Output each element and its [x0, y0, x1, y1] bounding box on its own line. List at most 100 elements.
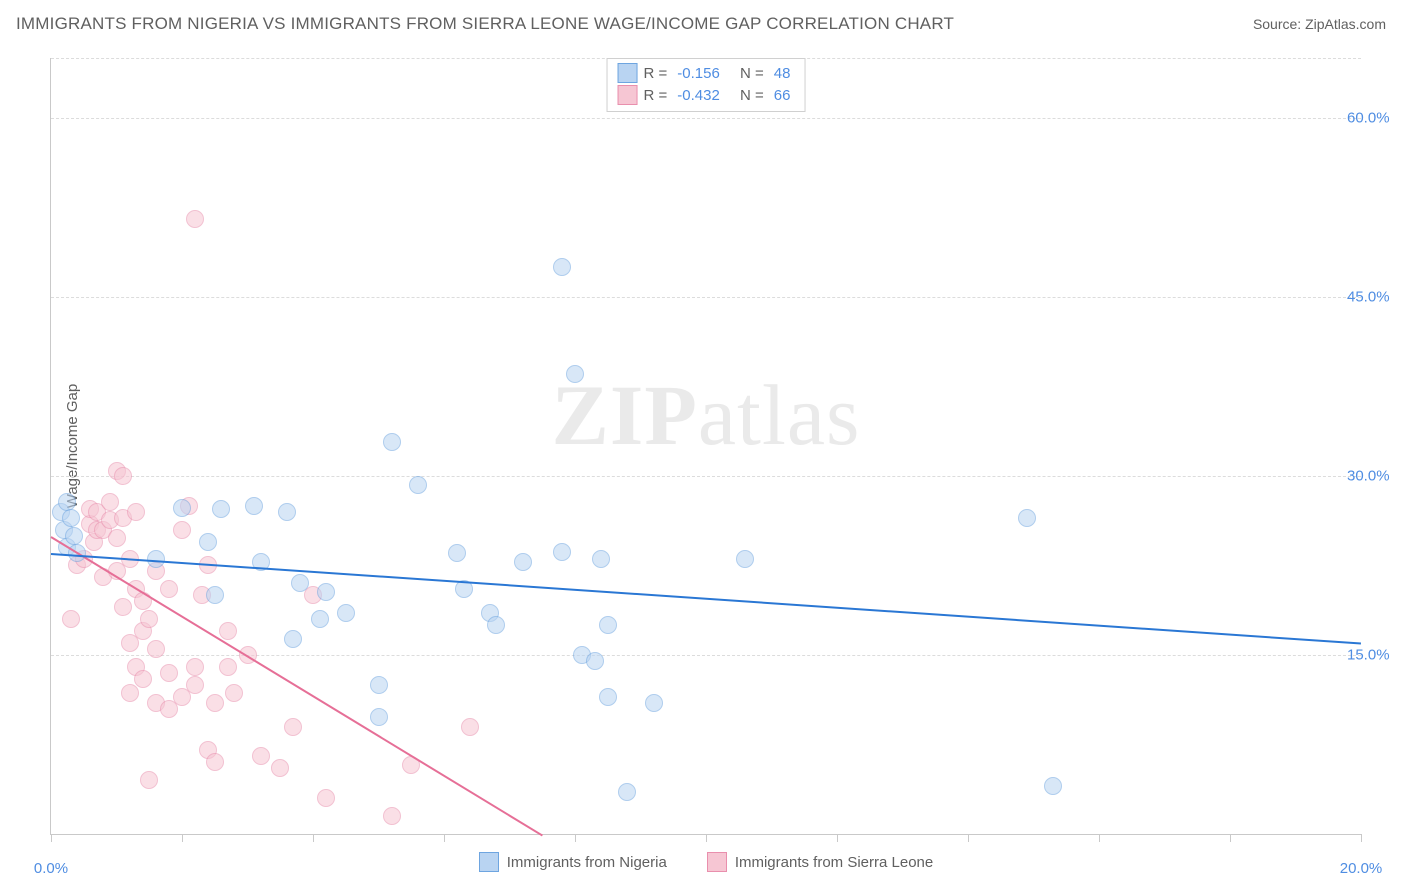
x-tick-label: 0.0%	[34, 860, 68, 877]
scatter-point-nigeria	[645, 694, 663, 712]
scatter-point-nigeria	[317, 583, 335, 601]
x-tick-mark	[182, 834, 183, 842]
scatter-point-nigeria	[1018, 509, 1036, 527]
scatter-point-nigeria	[618, 783, 636, 801]
scatter-point-nigeria	[383, 433, 401, 451]
x-tick-mark	[1361, 834, 1362, 842]
scatter-point-sierra-leone	[284, 718, 302, 736]
chart-title: IMMIGRANTS FROM NIGERIA VS IMMIGRANTS FR…	[16, 14, 954, 34]
scatter-point-nigeria	[599, 688, 617, 706]
scatter-point-sierra-leone	[186, 658, 204, 676]
gridline-h	[51, 118, 1361, 119]
scatter-point-nigeria	[370, 708, 388, 726]
scatter-point-nigeria	[173, 499, 191, 517]
gridline-h	[51, 297, 1361, 298]
r-label-a: R =	[644, 65, 668, 82]
scatter-point-nigeria	[566, 365, 584, 383]
swatch-sierra-leone-icon	[707, 852, 727, 872]
scatter-point-nigeria	[448, 544, 466, 562]
scatter-point-sierra-leone	[101, 493, 119, 511]
y-tick-label: 15.0%	[1347, 646, 1406, 663]
scatter-point-sierra-leone	[186, 676, 204, 694]
scatter-point-sierra-leone	[225, 684, 243, 702]
legend-label-nigeria: Immigrants from Nigeria	[507, 854, 667, 871]
scatter-point-sierra-leone	[206, 753, 224, 771]
y-tick-label: 60.0%	[1347, 109, 1406, 126]
y-tick-label: 45.0%	[1347, 288, 1406, 305]
scatter-point-nigeria	[284, 630, 302, 648]
scatter-point-nigeria	[553, 258, 571, 276]
scatter-point-sierra-leone	[173, 521, 191, 539]
scatter-point-sierra-leone	[461, 718, 479, 736]
scatter-point-sierra-leone	[140, 771, 158, 789]
x-tick-label: 20.0%	[1340, 860, 1383, 877]
scatter-point-nigeria	[291, 574, 309, 592]
scatter-point-nigeria	[337, 604, 355, 622]
scatter-point-sierra-leone	[219, 658, 237, 676]
r-value-b: -0.432	[673, 87, 724, 104]
n-label-a: N =	[740, 65, 764, 82]
scatter-plot: ZIPatlas R = -0.156 N = 48 R = -0.432 N …	[50, 58, 1361, 835]
gridline-h	[51, 476, 1361, 477]
source-label: Source: ZipAtlas.com	[1253, 16, 1386, 32]
swatch-sierra-leone	[618, 85, 638, 105]
scatter-point-nigeria	[65, 527, 83, 545]
scatter-point-nigeria	[199, 533, 217, 551]
scatter-point-nigeria	[245, 497, 263, 515]
legend-item-nigeria: Immigrants from Nigeria	[479, 852, 667, 872]
scatter-point-sierra-leone	[140, 610, 158, 628]
scatter-point-sierra-leone	[114, 467, 132, 485]
scatter-point-nigeria	[514, 553, 532, 571]
x-tick-mark	[575, 834, 576, 842]
legend-row-sierra-leone: R = -0.432 N = 66	[618, 85, 795, 105]
x-tick-mark	[968, 834, 969, 842]
watermark-atlas: atlas	[698, 367, 861, 463]
scatter-point-nigeria	[599, 616, 617, 634]
x-tick-mark	[51, 834, 52, 842]
scatter-point-sierra-leone	[121, 684, 139, 702]
legend-label-sierra-leone: Immigrants from Sierra Leone	[735, 854, 933, 871]
x-tick-mark	[706, 834, 707, 842]
scatter-point-sierra-leone	[108, 529, 126, 547]
y-tick-label: 30.0%	[1347, 467, 1406, 484]
x-tick-mark	[313, 834, 314, 842]
swatch-nigeria-icon	[479, 852, 499, 872]
scatter-point-sierra-leone	[252, 747, 270, 765]
watermark: ZIPatlas	[552, 365, 861, 465]
scatter-point-nigeria	[311, 610, 329, 628]
scatter-point-nigeria	[278, 503, 296, 521]
x-tick-mark	[1230, 834, 1231, 842]
regression-line-nigeria	[51, 553, 1361, 645]
correlation-legend: R = -0.156 N = 48 R = -0.432 N = 66	[607, 58, 806, 112]
series-legend: Immigrants from Nigeria Immigrants from …	[51, 852, 1361, 872]
r-value-a: -0.156	[673, 65, 724, 82]
scatter-point-sierra-leone	[127, 503, 145, 521]
scatter-point-nigeria	[736, 550, 754, 568]
scatter-point-nigeria	[206, 586, 224, 604]
scatter-point-nigeria	[586, 652, 604, 670]
scatter-point-nigeria	[62, 509, 80, 527]
n-label-b: N =	[740, 87, 764, 104]
scatter-point-sierra-leone	[219, 622, 237, 640]
scatter-point-sierra-leone	[114, 598, 132, 616]
x-tick-mark	[837, 834, 838, 842]
scatter-point-nigeria	[1044, 777, 1062, 795]
scatter-point-nigeria	[487, 616, 505, 634]
scatter-point-sierra-leone	[160, 664, 178, 682]
scatter-point-sierra-leone	[206, 694, 224, 712]
scatter-point-nigeria	[592, 550, 610, 568]
legend-row-nigeria: R = -0.156 N = 48	[618, 63, 795, 83]
scatter-point-sierra-leone	[62, 610, 80, 628]
scatter-point-sierra-leone	[271, 759, 289, 777]
scatter-point-nigeria	[409, 476, 427, 494]
source-link[interactable]: ZipAtlas.com	[1305, 16, 1386, 32]
n-value-a: 48	[770, 65, 795, 82]
r-label-b: R =	[644, 87, 668, 104]
scatter-point-sierra-leone	[160, 580, 178, 598]
x-tick-mark	[444, 834, 445, 842]
scatter-point-sierra-leone	[317, 789, 335, 807]
scatter-point-sierra-leone	[134, 670, 152, 688]
scatter-point-sierra-leone	[186, 210, 204, 228]
scatter-point-sierra-leone	[147, 640, 165, 658]
legend-item-sierra-leone: Immigrants from Sierra Leone	[707, 852, 933, 872]
